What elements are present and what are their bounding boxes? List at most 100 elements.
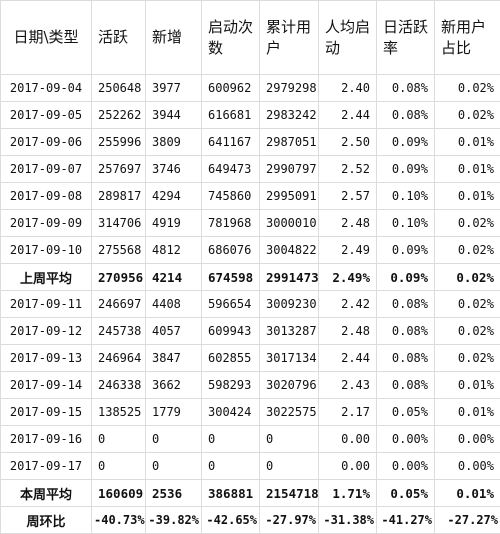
- cell-date: 2017-09-13: [1, 345, 92, 372]
- header-avg-launches: 人均启动: [319, 1, 377, 75]
- cell-active: 270956: [92, 264, 146, 291]
- cell-new-user-ratio: 0.02%: [435, 75, 500, 102]
- cell-launches: 598293: [202, 372, 260, 399]
- header-new-user-ratio: 新用户占比: [435, 1, 500, 75]
- table-row: 2017-09-13 246964 3847 602855 3017134 2.…: [1, 345, 500, 372]
- cell-new-user-ratio: 0.02%: [435, 291, 500, 318]
- cell-avg-launches: 2.42: [319, 291, 377, 318]
- cell-cumulative: 2983242: [260, 102, 319, 129]
- table-row: 2017-09-05 252262 3944 616681 2983242 2.…: [1, 102, 500, 129]
- cell-active: 250648: [92, 75, 146, 102]
- cell-cumulative: 3009230: [260, 291, 319, 318]
- cell-new-user-ratio: 0.02%: [435, 102, 500, 129]
- cell-new-user-ratio: -27.27%: [435, 507, 500, 534]
- table-row: 2017-09-15 138525 1779 300424 3022575 2.…: [1, 399, 500, 426]
- cell-daily-active-rate: 0.08%: [377, 345, 435, 372]
- cell-cumulative: 3022575: [260, 399, 319, 426]
- table-row: 2017-09-12 245738 4057 609943 3013287 2.…: [1, 318, 500, 345]
- cell-new-user-ratio: 0.01%: [435, 480, 500, 507]
- cell-daily-active-rate: 0.08%: [377, 372, 435, 399]
- last-week-average-label: 上周平均: [1, 264, 92, 291]
- cell-new-user-ratio: 0.02%: [435, 237, 500, 264]
- cell-avg-launches: 2.43: [319, 372, 377, 399]
- cell-avg-launches: 2.52: [319, 156, 377, 183]
- cell-new: 4294: [146, 183, 202, 210]
- cell-launches: 300424: [202, 399, 260, 426]
- cell-active: 252262: [92, 102, 146, 129]
- table-row: 2017-09-16 0 0 0 0 0.00 0.00% 0.00%: [1, 426, 500, 453]
- cell-daily-active-rate: 0.08%: [377, 291, 435, 318]
- cell-avg-launches: 2.57: [319, 183, 377, 210]
- cell-launches: 674598: [202, 264, 260, 291]
- table-row: 2017-09-06 255996 3809 641167 2987051 2.…: [1, 129, 500, 156]
- cell-date: 2017-09-10: [1, 237, 92, 264]
- cell-new-user-ratio: 0.01%: [435, 129, 500, 156]
- cell-new-user-ratio: 0.02%: [435, 318, 500, 345]
- cell-active: 275568: [92, 237, 146, 264]
- header-row: 日期\类型 活跃 新增 启动次数 累计用户 人均启动 日活跃率 新用户占比: [1, 1, 500, 75]
- cell-avg-launches: 2.44: [319, 345, 377, 372]
- cell-daily-active-rate: 0.09%: [377, 264, 435, 291]
- cell-new: 3944: [146, 102, 202, 129]
- cell-cumulative: 3013287: [260, 318, 319, 345]
- cell-daily-active-rate: 0.10%: [377, 210, 435, 237]
- cell-date: 2017-09-15: [1, 399, 92, 426]
- cell-daily-active-rate: 0.05%: [377, 480, 435, 507]
- cell-cumulative: 2979298: [260, 75, 319, 102]
- cell-launches: 0: [202, 453, 260, 480]
- cell-new-user-ratio: 0.02%: [435, 210, 500, 237]
- cell-cumulative: 3020796: [260, 372, 319, 399]
- cell-new: 0: [146, 426, 202, 453]
- cell-active: -40.73%: [92, 507, 146, 534]
- cell-cumulative: 2990797: [260, 156, 319, 183]
- cell-cumulative: 2991473: [260, 264, 319, 291]
- header-new: 新增: [146, 1, 202, 75]
- cell-new: 1779: [146, 399, 202, 426]
- cell-date: 2017-09-12: [1, 318, 92, 345]
- cell-daily-active-rate: 0.09%: [377, 156, 435, 183]
- cell-active: 0: [92, 426, 146, 453]
- cell-new: 0: [146, 453, 202, 480]
- header-cumulative-users: 累计用户: [260, 1, 319, 75]
- week-over-week-row: 周环比 -40.73% -39.82% -42.65% -27.97% -31.…: [1, 507, 500, 534]
- cell-avg-launches: 2.48: [319, 210, 377, 237]
- cell-new: 4919: [146, 210, 202, 237]
- cell-launches: 386881: [202, 480, 260, 507]
- cell-new: 4214: [146, 264, 202, 291]
- cell-cumulative: -27.97%: [260, 507, 319, 534]
- cell-date: 2017-09-06: [1, 129, 92, 156]
- cell-new: 3662: [146, 372, 202, 399]
- cell-avg-launches: 2.17: [319, 399, 377, 426]
- last-week-average-row: 上周平均 270956 4214 674598 2991473 2.49% 0.…: [1, 264, 500, 291]
- cell-avg-launches: 2.40: [319, 75, 377, 102]
- header-launches: 启动次数: [202, 1, 260, 75]
- cell-avg-launches: 2.50: [319, 129, 377, 156]
- cell-cumulative: 3017134: [260, 345, 319, 372]
- cell-new-user-ratio: 0.01%: [435, 156, 500, 183]
- cell-date: 2017-09-04: [1, 75, 92, 102]
- cell-launches: 781968: [202, 210, 260, 237]
- cell-active: 257697: [92, 156, 146, 183]
- cell-new: 3847: [146, 345, 202, 372]
- cell-new: 3977: [146, 75, 202, 102]
- cell-new-user-ratio: 0.00%: [435, 453, 500, 480]
- cell-launches: 686076: [202, 237, 260, 264]
- cell-launches: 609943: [202, 318, 260, 345]
- cell-daily-active-rate: 0.08%: [377, 102, 435, 129]
- cell-new-user-ratio: 0.02%: [435, 345, 500, 372]
- cell-new-user-ratio: 0.00%: [435, 426, 500, 453]
- cell-daily-active-rate: 0.09%: [377, 237, 435, 264]
- cell-avg-launches: 1.71%: [319, 480, 377, 507]
- cell-avg-launches: 2.48: [319, 318, 377, 345]
- cell-active: 255996: [92, 129, 146, 156]
- cell-cumulative: 2987051: [260, 129, 319, 156]
- table-row: 2017-09-11 246697 4408 596654 3009230 2.…: [1, 291, 500, 318]
- cell-launches: 600962: [202, 75, 260, 102]
- cell-new: 4057: [146, 318, 202, 345]
- cell-active: 138525: [92, 399, 146, 426]
- cell-date: 2017-09-17: [1, 453, 92, 480]
- cell-avg-launches: 2.49%: [319, 264, 377, 291]
- cell-daily-active-rate: -41.27%: [377, 507, 435, 534]
- cell-launches: -42.65%: [202, 507, 260, 534]
- cell-date: 2017-09-16: [1, 426, 92, 453]
